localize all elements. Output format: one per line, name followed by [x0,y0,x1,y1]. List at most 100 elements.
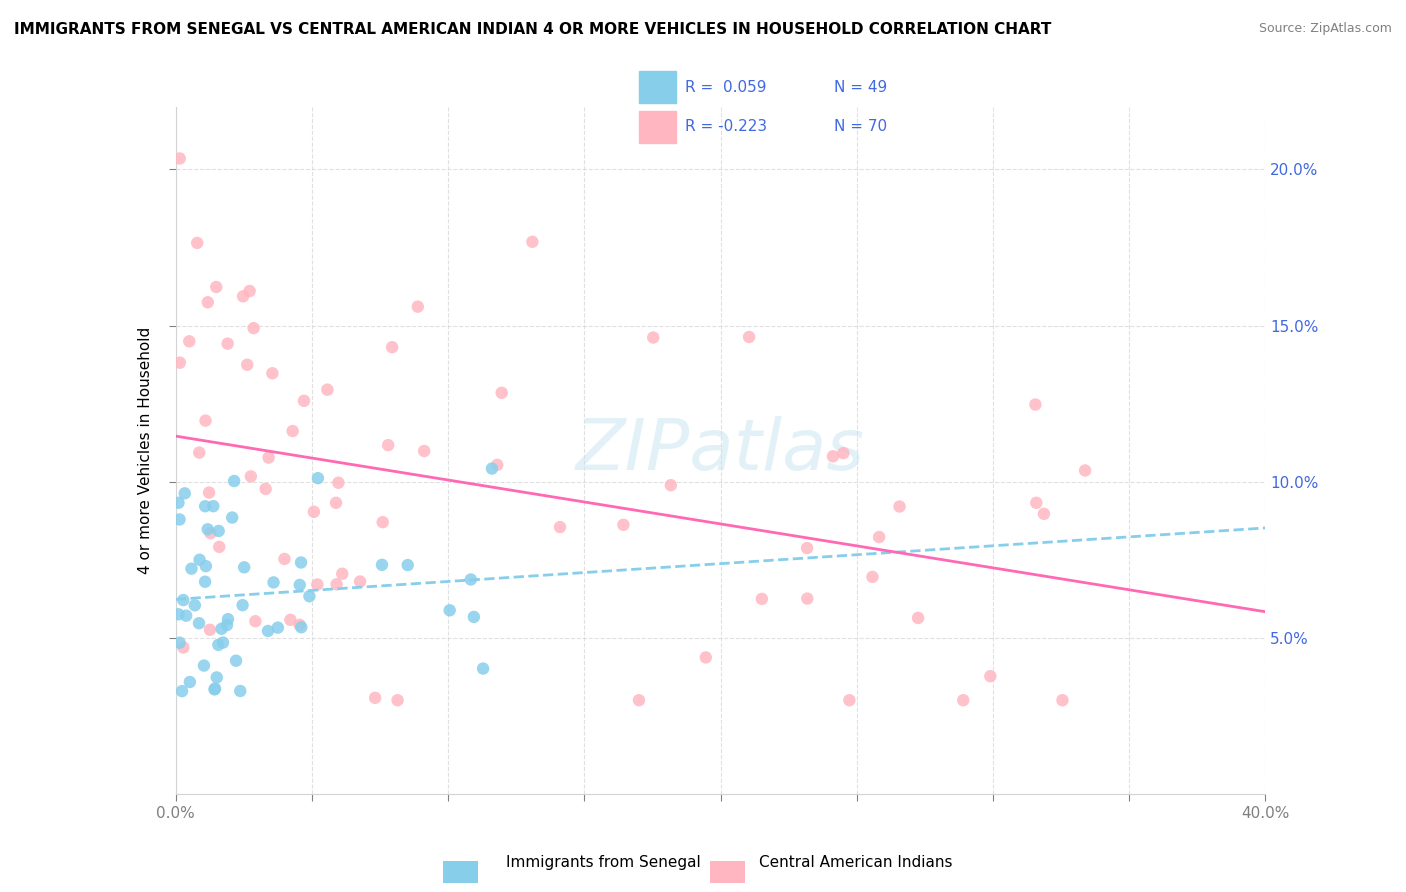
Point [170,684,193,698]
Point [273,552,295,566]
Point [1024,398,1046,412]
Point [197,295,219,310]
Point [172,640,194,655]
Point [627,693,650,707]
Point [281,424,304,438]
Point [169,152,191,166]
Point [200,526,222,541]
Point [862,570,884,584]
Point [952,693,974,707]
Point [173,486,195,500]
Point [330,566,353,581]
Point [821,450,844,464]
Point [1052,693,1074,707]
Point [377,438,399,452]
Point [612,517,634,532]
Point [242,321,264,335]
Point [229,684,252,698]
Point [204,681,226,696]
Point [208,524,231,538]
Point [239,284,262,298]
Point [325,496,347,510]
FancyBboxPatch shape [638,112,676,143]
Point [208,540,231,554]
Point [194,559,217,574]
Point [207,638,229,652]
Point [262,366,284,380]
Point [868,530,890,544]
Point [267,621,290,635]
Point [184,599,207,613]
Point [179,334,201,349]
Y-axis label: 4 or more Vehicles in Household: 4 or more Vehicles in Household [138,326,153,574]
Point [193,658,215,673]
Point [179,675,201,690]
Point [292,393,315,408]
Point [481,461,503,475]
Point [325,577,347,591]
Point [381,340,404,354]
Point [796,541,818,555]
Point [316,383,339,397]
Point [194,574,217,589]
Point [796,591,818,606]
Point [188,616,211,631]
Point [169,356,191,370]
Point [188,553,211,567]
Point [349,574,371,589]
Point [211,622,233,636]
Point [460,573,482,587]
Point [236,358,259,372]
Point [659,478,682,492]
Text: N = 70: N = 70 [834,120,887,134]
Text: Central American Indians: Central American Indians [759,855,953,870]
Point [198,623,221,637]
Text: N = 49: N = 49 [834,80,887,95]
Point [751,591,773,606]
Point [224,474,246,488]
Point [406,300,429,314]
Point [643,330,665,344]
Point [245,614,267,628]
Point [463,610,485,624]
Point [221,510,243,524]
Point [364,690,387,705]
Point [307,577,329,591]
Text: R = -0.223: R = -0.223 [685,120,768,134]
Point [548,520,571,534]
Point [232,598,254,612]
Point [491,385,513,400]
Point [215,618,238,632]
Text: Source: ZipAtlas.com: Source: ZipAtlas.com [1258,22,1392,36]
Point [205,280,228,294]
Point [205,670,228,684]
Point [1074,463,1097,477]
Point [838,693,860,707]
Point [225,654,247,668]
Point [254,482,277,496]
Point [290,556,312,570]
Text: IMMIGRANTS FROM SENEGAL VS CENTRAL AMERICAN INDIAN 4 OR MORE VEHICLES IN HOUSEHO: IMMIGRANTS FROM SENEGAL VS CENTRAL AMERI… [14,22,1052,37]
Point [186,235,208,250]
Point [280,613,302,627]
Point [197,522,219,536]
Point [307,471,329,485]
Point [217,336,239,351]
Point [174,608,197,623]
Point [167,607,190,622]
Point [288,618,311,632]
Point [439,603,461,617]
Point [472,662,495,676]
Point [217,612,239,626]
Point [194,414,217,428]
Point [263,575,285,590]
Point [194,500,217,514]
Point [257,450,280,465]
Point [298,589,321,603]
Point [239,469,262,483]
Text: ZIPatlas: ZIPatlas [576,416,865,485]
Point [413,444,436,458]
Point [1025,496,1047,510]
Point [167,496,190,510]
Point [232,289,254,303]
